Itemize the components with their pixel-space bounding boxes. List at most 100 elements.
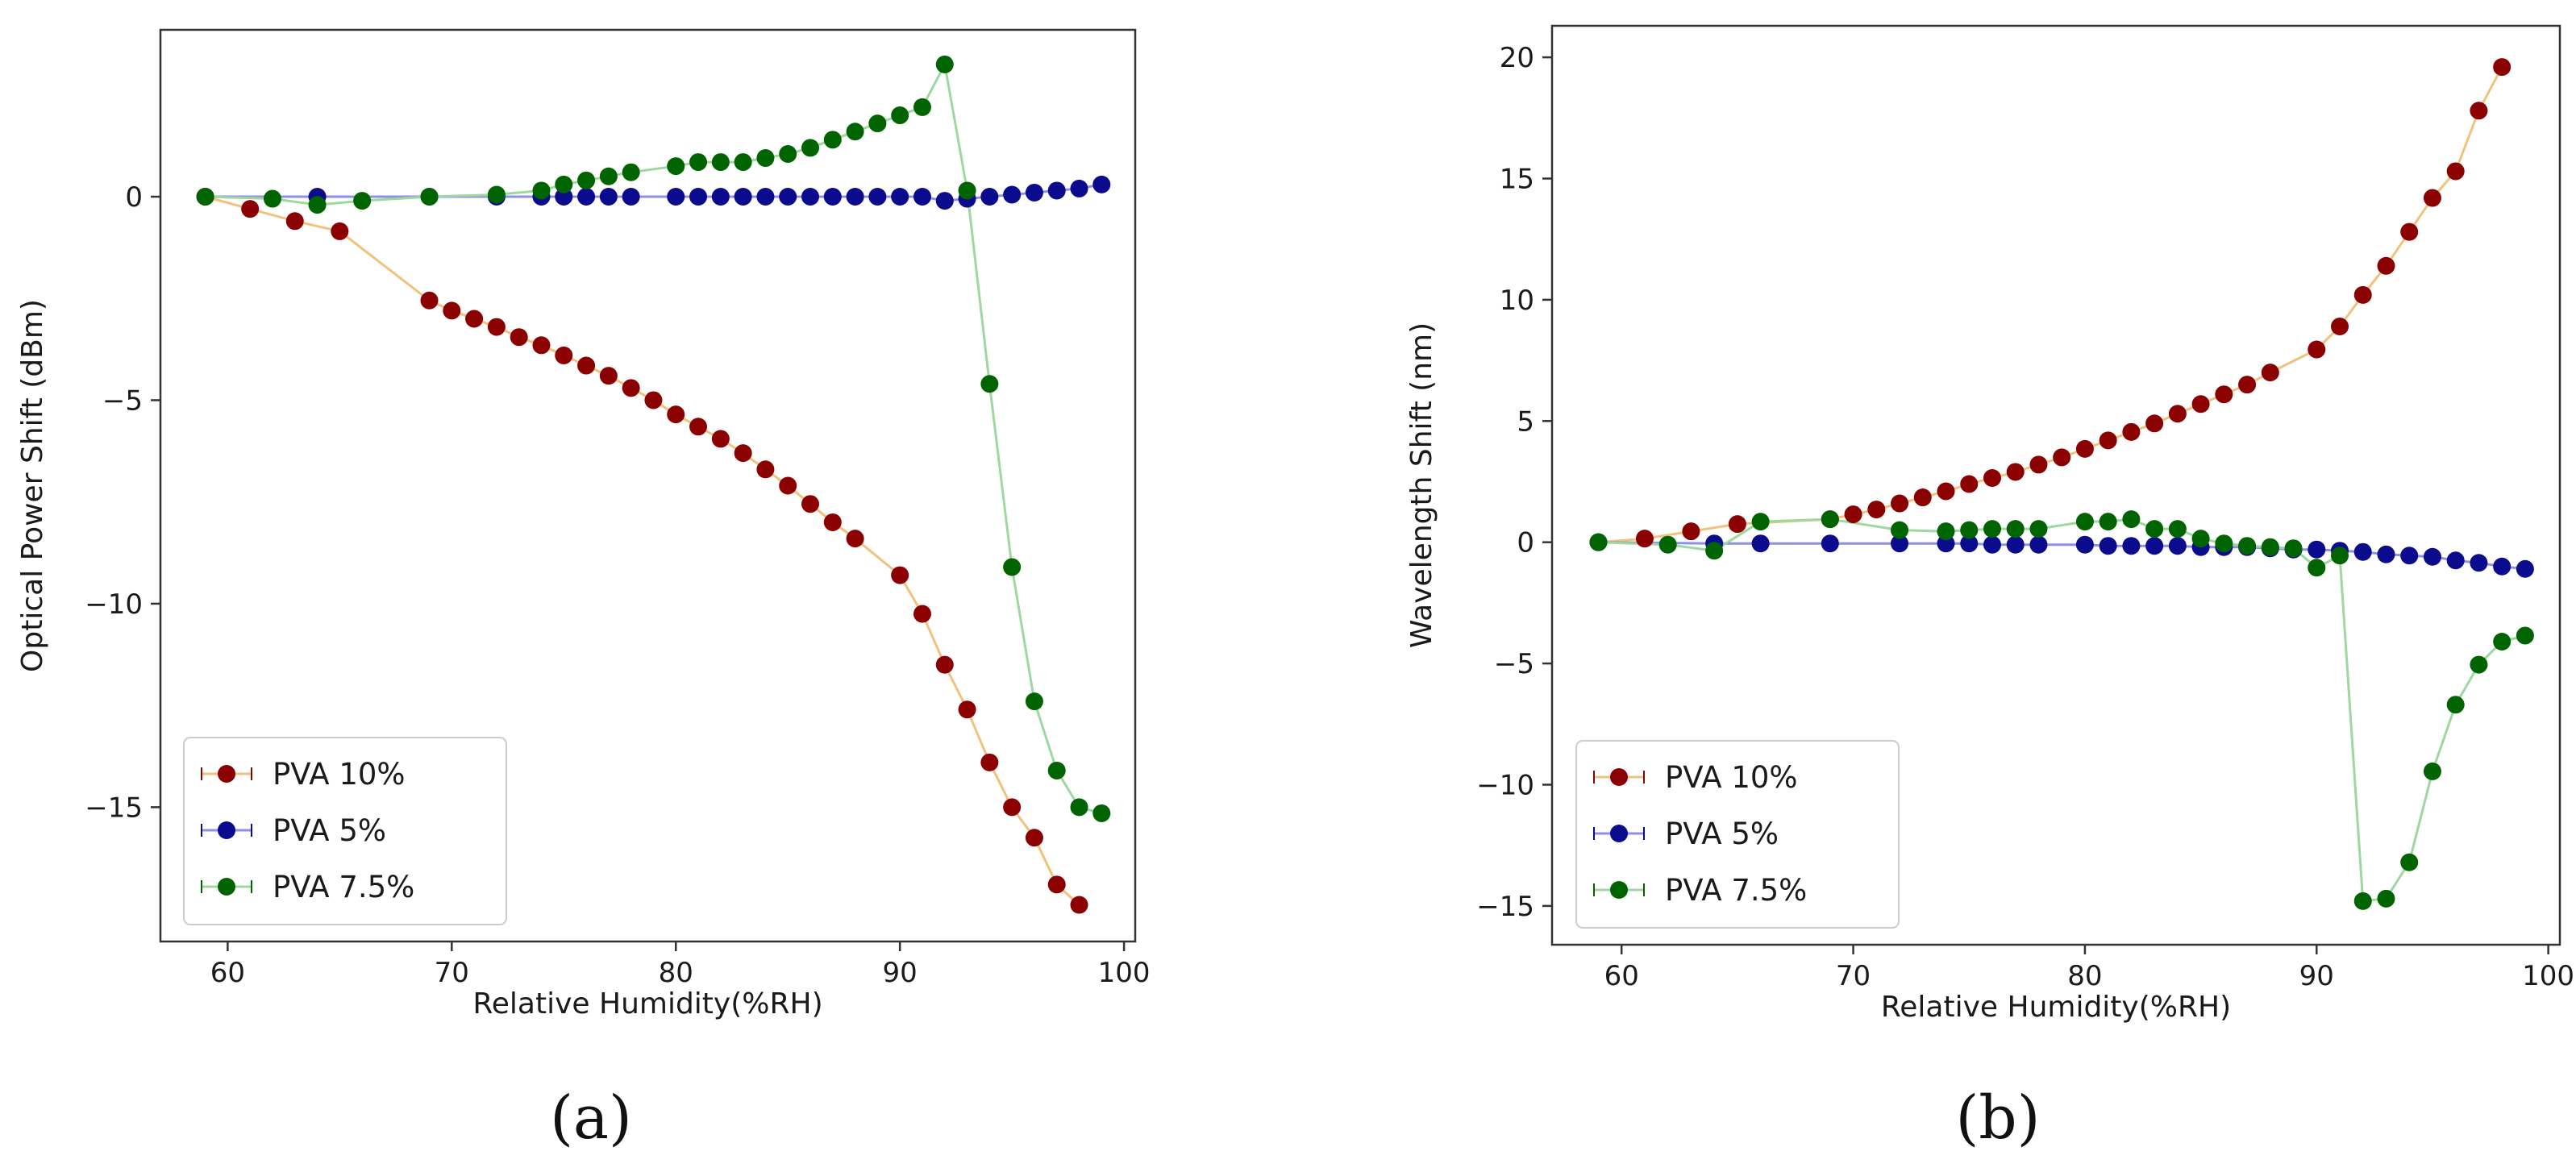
- legend-entry: PVA 10%: [201, 757, 406, 792]
- data-point: [2075, 535, 2094, 554]
- data-point: [487, 318, 506, 336]
- data-point: [622, 163, 640, 181]
- data-point: [487, 185, 506, 204]
- y-tick-label: 20: [1500, 42, 1534, 74]
- x-axis-label: Relative Humidity(%RH): [472, 987, 822, 1020]
- legend: PVA 10% PVA 5% PVA 7.5%: [1575, 740, 1900, 929]
- data-point: [2145, 414, 2164, 433]
- legend-box: [183, 737, 507, 925]
- data-point: [555, 175, 573, 193]
- data-point: [2377, 889, 2395, 908]
- legend-label: PVA 5%: [273, 813, 386, 848]
- data-point: [801, 139, 819, 157]
- legend-label: PVA 10%: [273, 757, 406, 792]
- data-point: [868, 114, 887, 133]
- data-point: [2377, 256, 2395, 275]
- data-point: [823, 131, 842, 149]
- data-point: [2470, 554, 2488, 572]
- y-axis-label: Wavelength Shift (nm): [1405, 322, 1438, 648]
- data-point: [1937, 534, 1955, 553]
- data-point: [644, 391, 663, 409]
- data-point: [846, 188, 864, 206]
- data-point: [980, 188, 999, 206]
- data-point: [2029, 535, 2048, 554]
- data-point: [1047, 875, 1066, 894]
- y-tick-label: 0: [1517, 527, 1534, 559]
- data-point: [1589, 533, 1608, 551]
- data-point: [1937, 522, 1955, 541]
- x-tick-label: 90: [2299, 960, 2334, 992]
- legend-label: PVA 10%: [1665, 760, 1798, 795]
- data-point: [622, 379, 640, 397]
- data-point: [2168, 405, 2187, 423]
- data-point: [779, 188, 797, 206]
- data-point: [1891, 494, 1909, 513]
- y-tick-label: −15: [85, 792, 143, 824]
- data-point: [308, 196, 327, 214]
- y-axis-label: Optical Power Shift (dBm): [16, 299, 49, 672]
- legend-marker: [1610, 768, 1628, 786]
- data-point: [2215, 534, 2233, 553]
- data-point: [1751, 534, 1770, 553]
- y-tick-label: 15: [1500, 163, 1534, 195]
- data-point: [823, 513, 842, 531]
- data-point: [1070, 179, 1088, 197]
- data-point: [2006, 463, 2025, 481]
- x-tick-label: 70: [1836, 960, 1871, 992]
- data-point: [2308, 559, 2326, 577]
- data-point: [2493, 633, 2511, 651]
- data-point: [2238, 376, 2257, 394]
- panel-label: (a): [550, 1083, 632, 1153]
- data-point: [935, 55, 954, 73]
- x-tick-label: 90: [883, 957, 918, 989]
- data-point: [555, 188, 573, 206]
- data-point: [2493, 557, 2511, 576]
- data-point: [1891, 521, 1909, 539]
- data-point: [2029, 455, 2048, 474]
- data-point: [2470, 102, 2488, 120]
- data-point: [1960, 521, 1979, 539]
- data-point: [2516, 626, 2534, 645]
- data-point: [2446, 696, 2465, 714]
- data-point: [2331, 317, 2349, 335]
- data-point: [2191, 530, 2210, 548]
- data-point: [1705, 542, 1724, 560]
- data-point: [846, 530, 864, 548]
- series-points-pva-10-: [196, 188, 1088, 914]
- data-point: [980, 375, 999, 393]
- data-point: [555, 346, 573, 364]
- data-point: [2122, 422, 2141, 441]
- data-point: [443, 301, 461, 320]
- x-tick-label: 80: [659, 957, 693, 989]
- y-tick-label: −10: [1476, 769, 1534, 801]
- data-point: [2168, 520, 2187, 538]
- x-tick-label: 80: [2067, 960, 2102, 992]
- data-point: [2122, 510, 2141, 529]
- data-point: [913, 605, 931, 623]
- data-point: [2308, 340, 2326, 359]
- data-point: [1003, 798, 1022, 817]
- data-point: [1092, 175, 1111, 193]
- x-tick-label: 70: [435, 957, 469, 989]
- data-point: [2331, 547, 2349, 565]
- data-point: [2423, 189, 2441, 207]
- data-point: [689, 418, 708, 436]
- legend-entry: PVA 10%: [1593, 760, 1798, 795]
- data-point: [711, 188, 730, 206]
- legend-marker: [218, 821, 235, 839]
- y-tick-label: 0: [125, 181, 143, 214]
- data-point: [263, 189, 281, 208]
- data-point: [241, 200, 260, 218]
- data-point: [1960, 534, 1979, 553]
- data-point: [465, 310, 484, 328]
- data-point: [599, 188, 618, 206]
- data-point: [2261, 538, 2279, 556]
- data-point: [2191, 395, 2210, 414]
- data-point: [2238, 537, 2257, 555]
- data-point: [1092, 804, 1111, 822]
- data-point: [891, 188, 909, 206]
- data-point: [2353, 285, 2372, 304]
- data-point: [913, 188, 931, 206]
- data-point: [1070, 896, 1088, 914]
